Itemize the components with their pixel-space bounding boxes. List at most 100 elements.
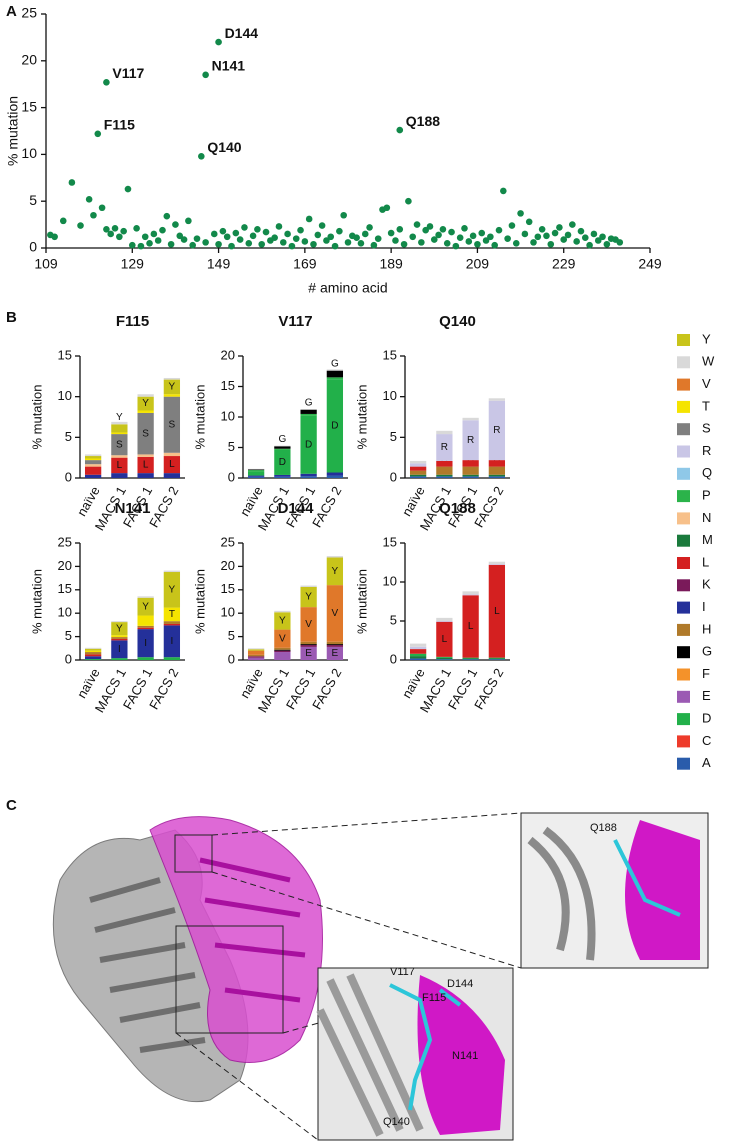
bar-segment xyxy=(300,585,317,587)
bar-segment xyxy=(409,658,427,660)
bar-segment xyxy=(84,458,102,461)
point xyxy=(202,239,209,246)
segment-label: V xyxy=(279,633,286,644)
y-tick-label: 0 xyxy=(65,469,72,484)
y-tick-label: 0 xyxy=(65,651,72,666)
bar-segment xyxy=(326,646,344,660)
point xyxy=(560,236,568,243)
bar-segment xyxy=(84,647,102,649)
bar-segment xyxy=(84,659,102,660)
point xyxy=(439,225,447,233)
bar-segment xyxy=(163,572,181,608)
point xyxy=(465,238,473,245)
bar-segment xyxy=(462,657,479,659)
bar-segment xyxy=(462,595,479,658)
legend-swatch xyxy=(677,668,690,681)
bar-segment xyxy=(247,650,265,655)
x-axis-label: # amino acid xyxy=(308,280,387,296)
legend-swatch xyxy=(677,623,690,636)
bar-segment xyxy=(137,596,154,598)
point xyxy=(409,233,417,241)
segment-label: L xyxy=(468,621,474,632)
bar-segment xyxy=(326,475,344,478)
legend-label: T xyxy=(702,398,710,413)
y-tick-label: 5 xyxy=(65,429,72,444)
point xyxy=(405,197,412,205)
annotation: Q140 xyxy=(207,139,241,155)
bar-segment xyxy=(436,657,453,660)
panel-label: C xyxy=(6,797,17,814)
bar-segment xyxy=(300,644,317,646)
point xyxy=(116,233,123,241)
point xyxy=(344,239,352,246)
bar-segment xyxy=(326,377,344,380)
bar-segment xyxy=(436,617,453,621)
bar-segment xyxy=(274,647,291,650)
bar-segment xyxy=(137,394,154,397)
legend-label: R xyxy=(702,443,711,458)
bar-segment xyxy=(300,413,317,416)
y-tick-label: 5 xyxy=(29,192,37,208)
point xyxy=(616,239,624,246)
point xyxy=(279,239,287,246)
bar-segment xyxy=(274,449,291,475)
point xyxy=(249,232,257,240)
bar-segment xyxy=(247,468,265,470)
point xyxy=(418,239,425,246)
panel-label: A xyxy=(6,3,17,20)
legend-swatch xyxy=(677,557,690,569)
legend-swatch xyxy=(677,445,690,458)
point xyxy=(336,227,343,235)
bar-segment xyxy=(488,400,506,461)
point xyxy=(530,239,537,246)
bar-segment xyxy=(488,466,506,475)
point xyxy=(430,236,438,243)
point xyxy=(564,231,572,239)
bar-segment xyxy=(137,629,154,658)
segment-label: L xyxy=(494,606,500,617)
segment-label: Y xyxy=(142,398,149,409)
bar-segment xyxy=(436,621,453,657)
point xyxy=(525,218,533,226)
y-tick-label: 0 xyxy=(228,469,235,484)
point xyxy=(396,126,404,134)
segment-label: Y xyxy=(169,584,176,595)
bar-segment xyxy=(163,625,181,658)
point xyxy=(448,228,455,236)
point xyxy=(185,217,192,225)
point xyxy=(482,237,490,244)
point xyxy=(124,185,132,193)
segment-label: D xyxy=(279,457,286,468)
bar-segment xyxy=(111,434,128,456)
x-tick-label: 249 xyxy=(638,256,662,272)
bar-segment xyxy=(84,464,102,467)
bar-segment xyxy=(84,474,102,478)
bar-segment xyxy=(326,585,344,642)
bar-segment xyxy=(326,556,344,558)
residue-label: N141 xyxy=(452,1050,478,1062)
annotation: F115 xyxy=(104,117,135,133)
point xyxy=(547,240,555,248)
legend-label: K xyxy=(702,577,711,592)
x-tick-label: 189 xyxy=(379,256,403,272)
bar-segment xyxy=(111,457,128,474)
point xyxy=(538,225,546,233)
x-tick-label: 109 xyxy=(34,256,58,272)
point xyxy=(318,222,326,229)
segment-label: I xyxy=(118,644,121,655)
bar-segment xyxy=(247,649,265,651)
structure-illustration: Q188 V117 D144 F115 N141 Q140 xyxy=(52,812,709,1141)
point xyxy=(193,235,201,242)
bar-segment xyxy=(84,650,102,653)
point xyxy=(353,234,360,242)
bar-segment xyxy=(462,594,479,596)
bar-segment xyxy=(462,659,479,660)
point xyxy=(517,210,524,217)
y-tick-label: 10 xyxy=(58,605,72,620)
bar-segment xyxy=(488,564,506,565)
point xyxy=(396,225,404,233)
bar-segment xyxy=(488,476,506,478)
bar-segment xyxy=(409,460,427,464)
point xyxy=(271,234,278,242)
bar-segment xyxy=(326,472,344,476)
